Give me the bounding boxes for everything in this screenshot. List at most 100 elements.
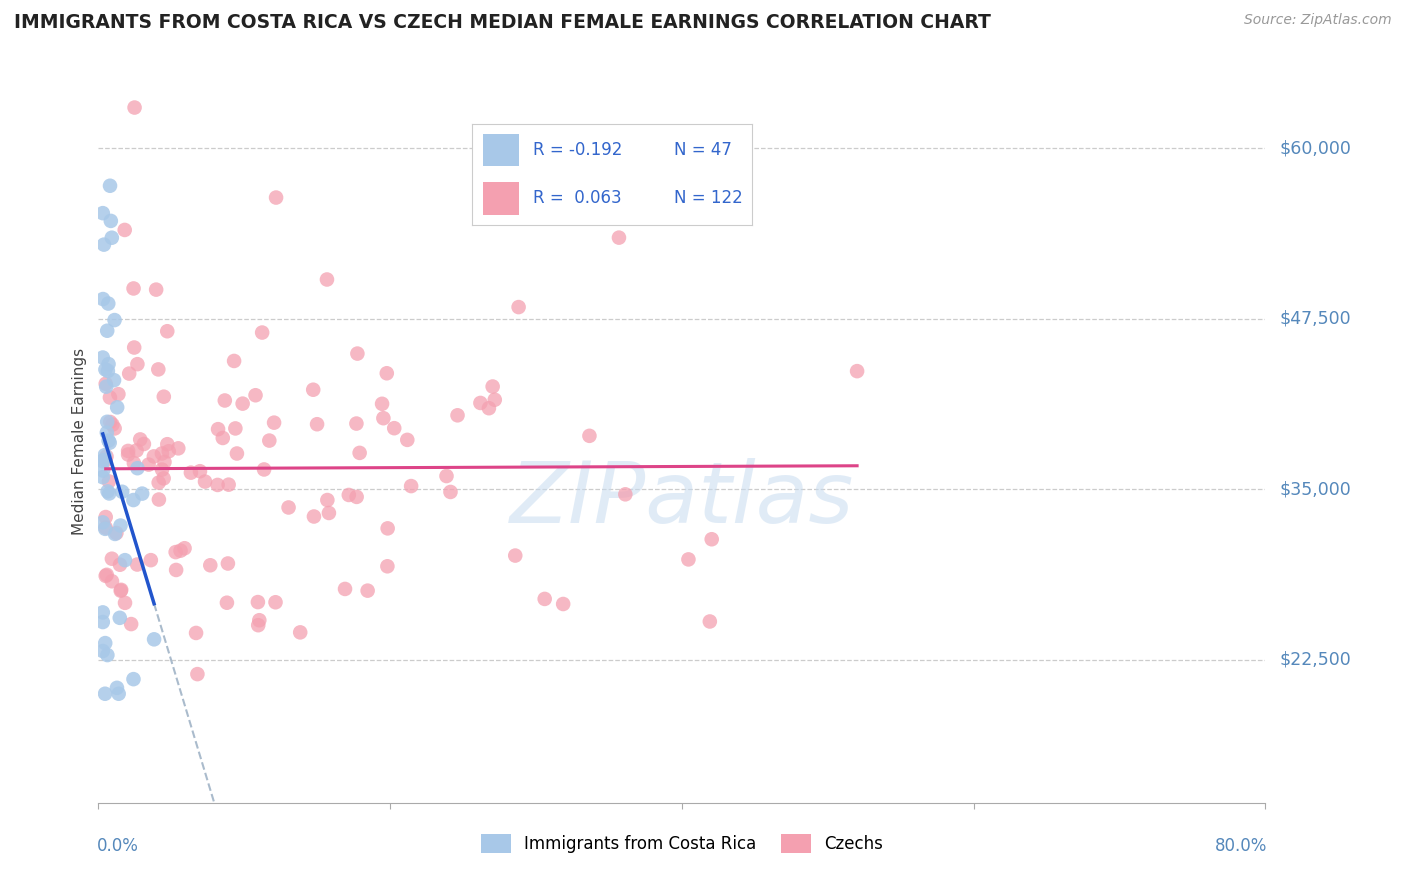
Y-axis label: Median Female Earnings: Median Female Earnings: [72, 348, 87, 535]
Point: [103, 373, 125, 387]
Point: [148, 475, 170, 490]
Point: [91, 206, 114, 220]
Point: [165, 563, 187, 577]
Point: [105, 681, 128, 695]
Point: [699, 615, 721, 629]
Point: [120, 617, 142, 632]
Point: [333, 582, 356, 596]
Point: [377, 559, 399, 574]
Point: [117, 448, 139, 462]
Point: [180, 466, 202, 480]
Point: [614, 487, 637, 501]
Point: [94, 362, 117, 376]
Point: [253, 462, 276, 476]
Legend: Immigrants from Costa Rica, Czechs: Immigrants from Costa Rica, Czechs: [474, 827, 890, 860]
Point: [98, 486, 121, 500]
Point: [98, 435, 121, 450]
Point: [122, 493, 145, 508]
Point: [153, 390, 176, 404]
Point: [143, 632, 166, 647]
Point: [117, 444, 139, 458]
Point: [156, 437, 179, 451]
Point: [94, 521, 117, 535]
Point: [396, 433, 419, 447]
Point: [100, 214, 122, 228]
Point: [470, 396, 492, 410]
Point: [346, 490, 368, 504]
Point: [207, 478, 229, 492]
Point: [93, 453, 115, 467]
Point: [98, 178, 121, 193]
Text: $22,500: $22,500: [1279, 650, 1351, 669]
Point: [104, 421, 127, 435]
Point: [302, 509, 325, 524]
Point: [97, 364, 120, 378]
Point: [97, 484, 120, 499]
Point: [846, 364, 869, 378]
Point: [356, 583, 378, 598]
Point: [108, 611, 131, 625]
Point: [375, 366, 398, 380]
Text: 0.0%: 0.0%: [97, 837, 139, 855]
Point: [91, 351, 114, 365]
Point: [207, 422, 229, 436]
Point: [349, 446, 371, 460]
Text: $60,000: $60,000: [1279, 139, 1351, 158]
Point: [167, 442, 190, 456]
Point: [91, 454, 114, 468]
Point: [125, 443, 148, 458]
Point: [110, 583, 132, 598]
Point: [91, 470, 114, 484]
Point: [108, 558, 131, 572]
Point: [316, 493, 339, 508]
Point: [94, 453, 117, 467]
Point: [700, 533, 723, 547]
Point: [194, 475, 217, 489]
Text: $35,000: $35,000: [1279, 480, 1351, 499]
Point: [316, 272, 339, 286]
Point: [508, 300, 530, 314]
Point: [97, 434, 120, 448]
Point: [150, 462, 173, 476]
Point: [97, 296, 120, 310]
Text: 80.0%: 80.0%: [1215, 837, 1267, 855]
Point: [94, 569, 117, 583]
Point: [127, 357, 149, 371]
Point: [446, 409, 468, 423]
Point: [484, 392, 506, 407]
Point: [114, 553, 136, 567]
Text: Source: ZipAtlas.com: Source: ZipAtlas.com: [1244, 13, 1392, 28]
Point: [91, 292, 114, 306]
Text: IMMIGRANTS FROM COSTA RICA VS CZECH MEDIAN FEMALE EARNINGS CORRELATION CHART: IMMIGRANTS FROM COSTA RICA VS CZECH MEDI…: [14, 13, 991, 32]
Point: [217, 557, 239, 571]
Point: [264, 190, 287, 204]
Point: [156, 324, 179, 338]
Point: [91, 464, 114, 478]
Point: [96, 450, 118, 464]
Point: [105, 526, 128, 541]
Point: [150, 446, 173, 460]
Point: [215, 596, 238, 610]
Point: [186, 667, 208, 681]
Point: [200, 558, 222, 573]
Point: [91, 516, 114, 530]
Point: [318, 506, 340, 520]
Point: [184, 626, 207, 640]
Point: [114, 596, 136, 610]
Point: [153, 455, 176, 469]
Point: [127, 558, 149, 572]
Point: [132, 437, 155, 451]
Point: [91, 644, 114, 658]
Point: [165, 545, 187, 559]
Point: [302, 383, 325, 397]
Text: $47,500: $47,500: [1279, 310, 1351, 328]
Point: [97, 357, 120, 371]
Point: [382, 421, 405, 435]
Point: [103, 313, 125, 327]
Point: [250, 326, 273, 340]
Point: [94, 448, 117, 462]
Point: [148, 492, 170, 507]
Point: [377, 521, 399, 535]
Point: [277, 500, 299, 515]
Point: [91, 606, 114, 620]
